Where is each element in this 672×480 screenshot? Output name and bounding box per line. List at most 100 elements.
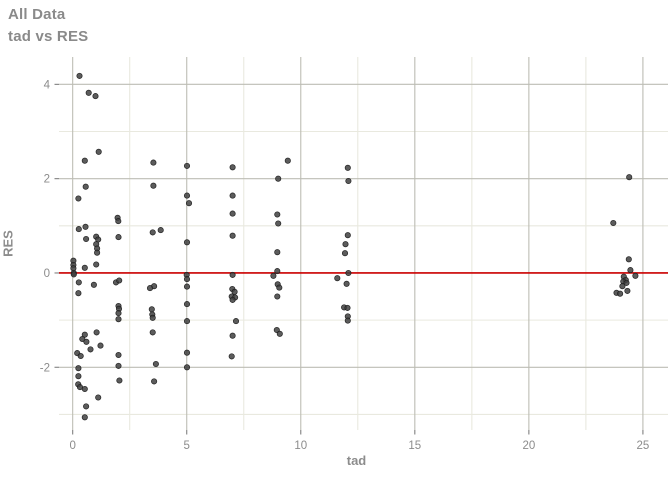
data-point (115, 310, 122, 317)
data-point (75, 290, 82, 297)
data-point (274, 211, 281, 218)
data-point (82, 223, 89, 230)
data-point (183, 239, 191, 246)
data-point (150, 182, 157, 189)
data-point (83, 338, 90, 345)
data-point (229, 332, 236, 339)
data-point (185, 200, 193, 207)
data-point (610, 219, 617, 227)
data-point (90, 281, 97, 288)
plot-subtitle: tad vs RES (8, 28, 89, 45)
data-point (81, 157, 88, 164)
data-point (232, 318, 240, 325)
data-point (625, 256, 632, 263)
data-point (183, 364, 191, 371)
data-point (76, 72, 83, 79)
data-point (229, 232, 236, 239)
data-point (149, 329, 156, 336)
data-point (229, 296, 236, 303)
data-point (150, 159, 157, 166)
data-point (75, 226, 82, 233)
data-point (149, 314, 156, 321)
data-point (632, 272, 639, 279)
data-point (341, 250, 349, 257)
data-point (274, 293, 281, 300)
data-point (115, 234, 122, 241)
data-point (116, 377, 123, 384)
data-point (275, 175, 282, 182)
data-point (115, 218, 122, 225)
data-point (93, 261, 100, 268)
data-point (183, 318, 191, 325)
plot-title: All Data (8, 6, 66, 23)
data-point (75, 373, 82, 380)
x-tick-label: 20 (522, 440, 535, 452)
x-tick-label: 15 (408, 440, 421, 452)
data-point (95, 394, 102, 401)
data-point (344, 304, 351, 311)
data-point (183, 192, 191, 199)
data-point (81, 414, 88, 421)
data-point (345, 177, 352, 185)
data-point (274, 249, 281, 256)
data-point (82, 183, 89, 190)
data-point (95, 148, 102, 155)
data-point (343, 280, 350, 287)
data-point (284, 157, 291, 164)
data-point (344, 232, 351, 239)
x-axis-title: tad (346, 453, 367, 468)
data-point (270, 272, 277, 279)
data-point (152, 360, 159, 368)
data-point (83, 235, 90, 243)
data-point (627, 267, 634, 274)
data-point (81, 385, 88, 393)
data-point (115, 362, 122, 369)
data-point (183, 283, 191, 290)
y-tick-label: 0 (44, 268, 50, 280)
data-point (149, 229, 156, 236)
data-point (75, 365, 82, 372)
data-point (617, 290, 624, 297)
data-point (183, 301, 191, 308)
data-point (83, 403, 90, 410)
data-point (81, 264, 88, 271)
data-point (146, 285, 154, 292)
data-point (276, 284, 283, 291)
data-point (334, 275, 341, 282)
x-tick-label: 25 (637, 440, 650, 452)
data-point (624, 287, 631, 294)
data-point (229, 210, 236, 217)
data-point (229, 164, 236, 171)
data-point (85, 89, 92, 96)
data-point (183, 276, 191, 283)
x-tick-label: 5 (184, 440, 190, 452)
data-point (70, 271, 77, 278)
data-point (92, 93, 99, 100)
data-point (75, 279, 82, 286)
data-point (228, 353, 235, 360)
data-point (623, 279, 630, 286)
data-point (183, 349, 191, 356)
data-point (342, 241, 349, 248)
data-point (93, 329, 100, 336)
data-point (276, 330, 283, 337)
x-tick-label: 10 (294, 440, 307, 452)
data-point (151, 378, 158, 385)
data-point (148, 306, 155, 313)
y-tick-label: 4 (44, 79, 51, 91)
data-point (115, 351, 122, 359)
data-point (344, 317, 351, 324)
data-point (183, 162, 191, 169)
y-tick-label: -2 (40, 362, 50, 374)
data-point (97, 342, 104, 349)
data-point (157, 227, 164, 234)
data-point (79, 335, 86, 343)
x-tick-label: 0 (69, 440, 75, 452)
data-point (626, 174, 633, 181)
data-point (275, 220, 282, 227)
data-point (116, 277, 123, 284)
data-point (87, 346, 94, 353)
data-point (229, 271, 236, 278)
